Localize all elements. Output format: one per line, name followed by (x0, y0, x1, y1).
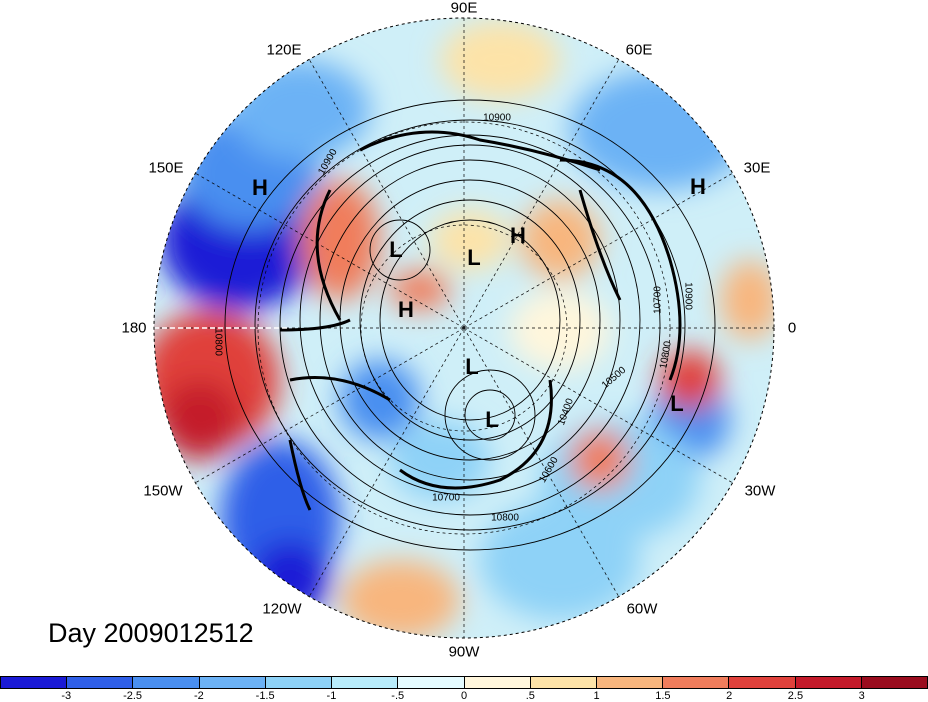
colorbar-segment (729, 677, 796, 688)
colorbar-tick-label: 3 (858, 690, 865, 702)
colorbar-segment (1, 677, 68, 688)
contour-label: 10900 (682, 282, 694, 310)
colorbar-segment (332, 677, 399, 688)
colorbar-tick-label: -1.5 (255, 690, 275, 702)
colorbar-tick-label: 0 (460, 690, 468, 702)
low-pressure-marker: L (485, 407, 499, 432)
graticule (154, 18, 774, 638)
colorbar-tick-label: .5 (525, 690, 535, 702)
colorbar-segment (596, 677, 664, 688)
height-contours (224, 99, 716, 551)
high-pressure-marker: H (252, 175, 268, 200)
colorbar-segment (530, 677, 597, 688)
contour-label: 10700 (432, 492, 460, 504)
colorbar-segment (464, 677, 531, 688)
lon-label-120e: 120E (266, 41, 302, 59)
contour-label: 10700 (652, 286, 664, 314)
lon-label-90w: 90W (448, 643, 480, 661)
contour-label: 10800 (212, 328, 224, 356)
colorbar-tick-label: 1.5 (655, 690, 671, 702)
lon-label-0: 0 (787, 319, 797, 337)
map-title: Day 2009012512 (48, 618, 254, 648)
colorbar-tick-label: -2 (193, 690, 204, 702)
low-pressure-marker: L (389, 237, 403, 262)
low-pressure-marker: L (467, 245, 481, 270)
colorbar-tick-label: -3 (61, 690, 72, 702)
colorbar-segment (67, 677, 134, 688)
lon-label-150e: 150E (148, 159, 184, 177)
colorbar-segment (133, 677, 200, 688)
lon-label-90e: 90E (450, 0, 478, 17)
lon-label-30e: 30E (743, 159, 771, 177)
low-pressure-marker: L (670, 391, 684, 416)
colorbar-tick-label: 2.5 (787, 690, 804, 702)
jet-contours (279, 130, 682, 511)
lon-label-60w: 60W (626, 600, 658, 618)
colorbar (0, 676, 928, 689)
lon-label-60e: 60E (625, 41, 653, 59)
colorbar-segment (795, 677, 862, 688)
colorbar-tick-label: 1 (593, 690, 600, 702)
contour-label: 10800 (491, 512, 519, 524)
high-pressure-marker: H (690, 174, 706, 199)
contour-label: 10900 (483, 112, 511, 124)
lon-label-180: 180 (121, 319, 147, 337)
colorbar-tick-label: -2.5 (123, 690, 143, 702)
colorbar-segment (861, 677, 928, 688)
colorbar-segment (663, 677, 730, 688)
low-pressure-marker: L (465, 354, 479, 379)
colorbar-segment (398, 677, 465, 688)
colorbar-tick-label: -.5 (391, 690, 405, 702)
colorbar-segment (265, 677, 333, 688)
lon-label-30w: 30W (744, 482, 776, 500)
lon-label-150w: 150W (143, 482, 183, 500)
colorbar-segment (199, 677, 266, 688)
high-pressure-marker: H (398, 297, 414, 322)
high-pressure-marker: H (510, 223, 526, 248)
colorbar-tick-label: 2 (726, 690, 733, 702)
colorbar-tick-label: -1 (326, 690, 337, 702)
lon-label-120w: 120W (262, 600, 302, 618)
